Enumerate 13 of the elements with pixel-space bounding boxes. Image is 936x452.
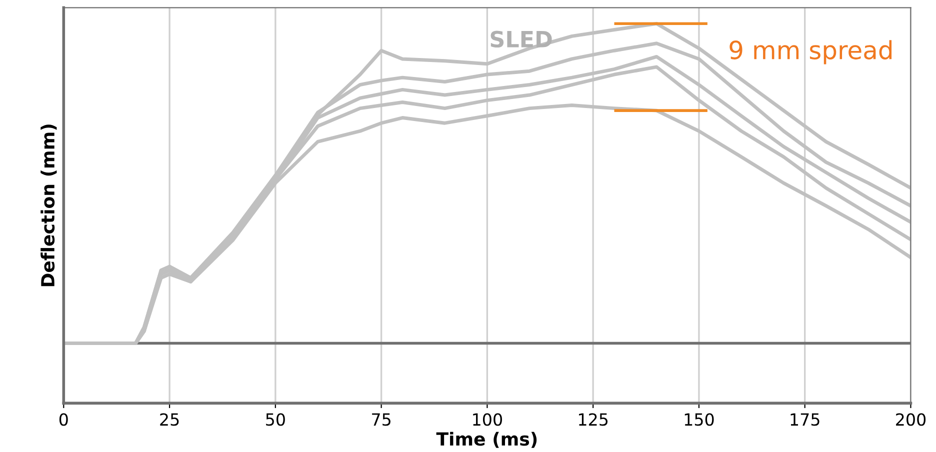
y-axis-title: Deflection (mm) bbox=[40, 124, 57, 286]
annotation: 9 mm spread bbox=[730, 40, 892, 64]
x-tick-label: 0 bbox=[59, 413, 68, 426]
x-tick-label: 100 bbox=[473, 413, 502, 426]
x-tick-label: 50 bbox=[266, 413, 285, 426]
x-tick-label: 25 bbox=[160, 413, 179, 426]
chart-title: SLED bbox=[490, 30, 552, 48]
x-axis-title: Time (ms) bbox=[436, 432, 537, 448]
x-tick-label: 75 bbox=[372, 413, 390, 426]
x-tick-label: 175 bbox=[790, 413, 820, 426]
x-tick-label: 125 bbox=[578, 413, 608, 426]
x-tick-label: 150 bbox=[684, 413, 714, 426]
x-tick-label: 200 bbox=[896, 413, 926, 426]
